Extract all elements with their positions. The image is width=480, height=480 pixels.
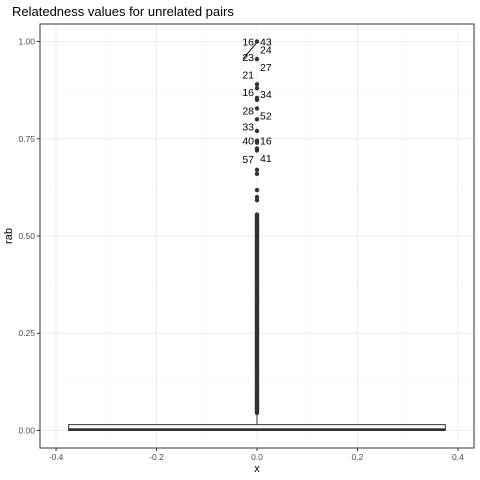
point-label: 43 xyxy=(260,37,272,49)
y-axis-title: rab xyxy=(3,228,15,244)
outlier-point xyxy=(254,85,260,91)
point-label: 34 xyxy=(260,89,272,101)
point-label: 27 xyxy=(260,62,272,74)
point-labels: 43 16 23 24 27 21 16 34 28 52 33 40 16 57 41 xyxy=(242,37,272,166)
point-label: 16 xyxy=(242,87,254,99)
point-label: 24 xyxy=(260,44,272,56)
point-label: 21 xyxy=(242,70,254,82)
outlier-points xyxy=(254,39,260,416)
point-label: 23 xyxy=(242,52,254,64)
x-tick-label: -0.4 xyxy=(49,452,64,462)
y-tick-label: 0.25 xyxy=(18,328,35,338)
y-tick-label: 0.00 xyxy=(18,425,35,435)
point-label: 16 xyxy=(260,136,272,148)
chart-title: Relatedness values for unrelated pairs xyxy=(12,4,234,19)
outlier-point xyxy=(254,56,260,62)
point-label: 16 xyxy=(242,37,254,49)
point-label: 40 xyxy=(242,136,254,148)
point-label: 57 xyxy=(242,154,254,166)
x-axis-ticks: -0.4 -0.2 0.0 0.2 0.4 xyxy=(49,448,464,462)
outlier-point xyxy=(254,187,260,193)
point-label: 28 xyxy=(242,106,254,118)
outlier-point xyxy=(254,167,260,173)
outlier-point xyxy=(254,148,260,153)
y-tick-label: 0.50 xyxy=(18,231,35,241)
outlier-point xyxy=(254,140,260,145)
point-label: 41 xyxy=(260,153,272,165)
outlier-point xyxy=(254,97,260,103)
outlier-point xyxy=(254,39,260,44)
y-tick-label: 0.75 xyxy=(18,134,35,144)
outlier-point xyxy=(254,212,260,217)
point-label: 33 xyxy=(242,121,254,133)
x-axis-title: x xyxy=(254,463,260,475)
label-connector xyxy=(242,43,257,60)
point-label: 52 xyxy=(260,110,272,122)
box-iqr xyxy=(68,424,446,431)
y-axis-ticks: 0.00 0.25 0.50 0.75 1.00 xyxy=(18,37,40,435)
x-tick-label: 0.0 xyxy=(251,452,263,462)
y-tick-label: 1.00 xyxy=(18,37,35,47)
outlier-point xyxy=(254,194,260,200)
x-tick-label: -0.2 xyxy=(149,452,164,462)
x-tick-label: 0.2 xyxy=(352,452,364,462)
outlier-point xyxy=(254,117,260,122)
outlier-point xyxy=(254,198,260,203)
outlier-point xyxy=(254,82,260,87)
boxplot xyxy=(68,414,446,431)
x-tick-label: 0.4 xyxy=(452,452,464,462)
outlier-point xyxy=(254,171,260,176)
outlier-point xyxy=(254,128,260,134)
outlier-point xyxy=(254,106,260,111)
